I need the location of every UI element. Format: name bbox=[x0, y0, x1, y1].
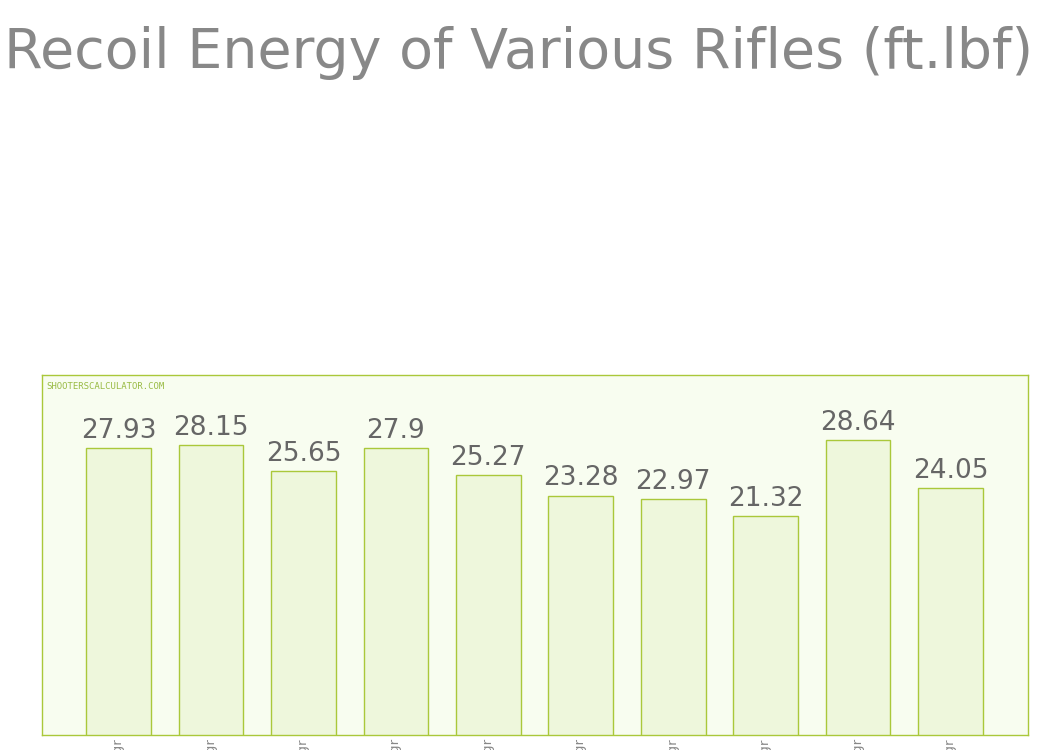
Text: SHOOTERSCALCULATOR.COM: SHOOTERSCALCULATOR.COM bbox=[47, 382, 165, 392]
Text: 25.65: 25.65 bbox=[266, 441, 342, 467]
Bar bbox=[363, 448, 429, 735]
Text: 28.64: 28.64 bbox=[820, 410, 896, 436]
Bar bbox=[456, 475, 521, 735]
Bar bbox=[733, 516, 798, 735]
Text: 21.32: 21.32 bbox=[728, 485, 803, 512]
Text: Recoil Energy of Various Rifles (ft.lbf): Recoil Energy of Various Rifles (ft.lbf) bbox=[4, 26, 1034, 80]
Bar bbox=[179, 446, 244, 735]
Bar bbox=[918, 488, 983, 735]
Text: 25.27: 25.27 bbox=[450, 445, 526, 471]
Bar bbox=[825, 440, 891, 735]
Text: 23.28: 23.28 bbox=[543, 466, 619, 491]
Bar bbox=[548, 496, 613, 735]
Text: 27.9: 27.9 bbox=[366, 418, 426, 444]
Text: 27.93: 27.93 bbox=[81, 418, 157, 443]
Text: 28.15: 28.15 bbox=[173, 416, 249, 441]
Bar bbox=[86, 448, 152, 735]
Text: 24.05: 24.05 bbox=[912, 458, 988, 484]
Bar bbox=[271, 471, 336, 735]
Bar bbox=[640, 499, 706, 735]
Text: 22.97: 22.97 bbox=[635, 469, 711, 494]
